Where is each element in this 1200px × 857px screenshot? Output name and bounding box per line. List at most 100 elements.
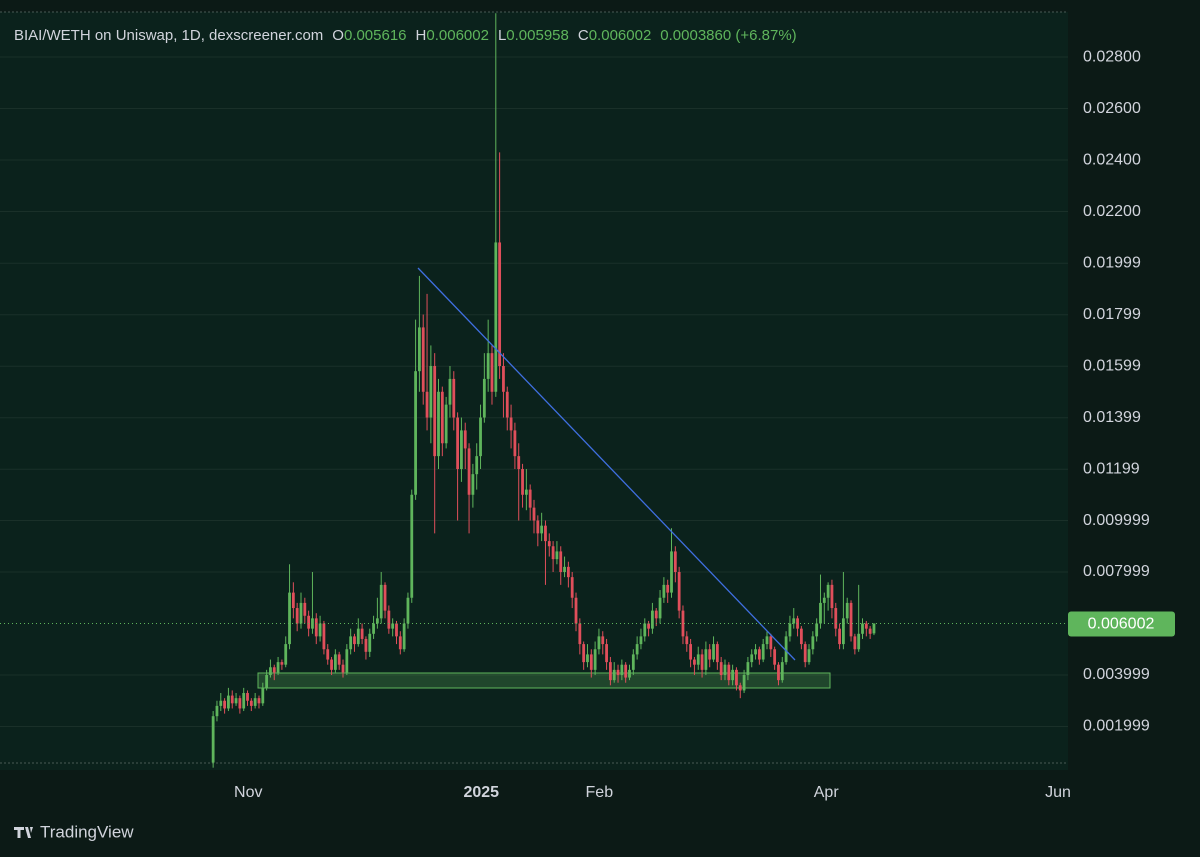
candle-body [337,654,341,665]
candle-body [666,584,670,593]
candle-body [773,649,777,665]
candle-body [418,327,421,372]
y-tick-label: 0.02800 [1083,48,1141,65]
candle-body [868,628,872,634]
candle-body [524,489,528,495]
candle-body [456,417,460,470]
symbol: BIAI/WETH on Uniswap, 1D, dexscreener.co… [14,27,323,44]
field-value: 0.005616 [344,27,407,44]
candle-body [563,566,566,573]
candle-body [864,623,868,629]
candle-body [295,608,299,624]
candle-body [605,644,608,663]
candle-body [677,572,681,611]
candle-body [593,649,597,670]
field-value: 0.005958 [506,27,569,44]
candle-body [700,654,704,670]
candle-body [647,623,650,629]
candle-body [322,623,326,650]
y-tick-label: 0.007999 [1083,563,1150,580]
x-tick-label: 2025 [463,784,499,801]
candle-body [479,417,482,457]
candle-body [269,667,272,675]
last-price-label: 0.006002 [1088,616,1155,633]
candle-body [402,623,406,650]
candle-body [589,654,593,670]
axes: 0.001999 0.003999 0.007999 0.009999 0.01199 0… [0,48,1175,801]
candle-body [326,649,330,660]
candle-body [532,507,536,521]
candle-body [681,610,685,637]
candle-body [368,633,372,652]
candle-body [635,644,639,655]
candle-body [601,636,605,645]
candle-body [395,623,398,637]
candle-body [307,615,311,629]
candle-body [502,366,505,392]
candle-body [517,456,521,470]
candle-body [379,584,383,619]
candle-body [448,378,452,405]
y-tick-label: 0.01399 [1083,409,1141,426]
candle-body [735,669,738,686]
candle-body [757,649,761,660]
candle-body [498,242,502,367]
candle-body [559,551,563,573]
candle-body [673,551,677,573]
candle-body [826,584,830,598]
y-tick-label: 0.01599 [1083,358,1141,375]
candle-body [349,636,353,650]
y-tick-label: 0.009999 [1083,512,1150,529]
candle-body [227,695,230,709]
field-value: 0.006002 [589,27,652,44]
candle-body [391,623,395,629]
candle-body [597,636,601,650]
candle-body [219,700,223,706]
candle-body [410,494,414,598]
candle-body [654,610,658,619]
support-zone [257,672,831,689]
y-tick-label: 0.01199 [1083,460,1140,477]
candle-body [799,628,803,645]
candle-body [616,669,620,675]
candle-body [620,664,624,675]
grid [0,56,1068,728]
candle-body [639,636,643,645]
field-key: H [416,27,427,44]
candle-body [551,546,555,560]
candle-body [387,610,391,629]
candle-body [830,584,834,609]
candle-body [811,636,815,650]
brand-logo [14,827,33,838]
candle-body [280,662,284,665]
candle-body [375,618,379,624]
candle-body [284,644,288,665]
candle-body [796,618,799,629]
candle-body [288,592,291,645]
candle-body [853,636,857,650]
candle-body [845,602,849,619]
candle-body [444,404,448,444]
candle-body [834,608,838,629]
candle-body [490,353,494,392]
candle-body [242,693,246,709]
candle-body [685,636,689,645]
candle-body [822,597,826,603]
candle-body [257,698,261,704]
x-tick-label: Apr [814,784,840,801]
candle-body [353,636,356,645]
candle-body [570,577,574,598]
candle-body [578,623,582,645]
candle-body [547,541,551,547]
candle-body [540,525,544,534]
candle-body [265,674,269,688]
candle-body [746,662,750,675]
brand-name: TradingView [40,822,134,841]
candle-body [215,705,219,717]
candle-body [788,623,792,637]
candle-body [230,695,234,704]
candle-body [303,602,307,616]
candle-body [769,636,773,650]
candle-body [792,618,796,624]
candle-body [211,716,215,763]
